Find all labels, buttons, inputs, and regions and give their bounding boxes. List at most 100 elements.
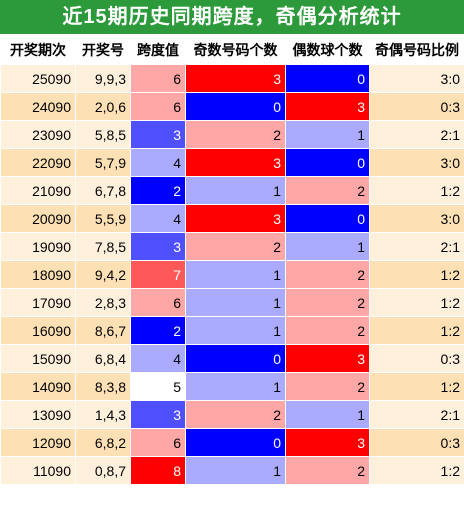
table-body: 25090 9,9,3 6 3 0 3:0 24090 2,0,6 6 0 3 0:3 23090 5,8…: [0, 64, 464, 485]
cell-period: 24090: [0, 92, 76, 121]
header-ratio: 奇偶号码比例: [369, 34, 464, 65]
cell-even-count: 1: [285, 232, 370, 261]
cell-ratio: 1:2: [369, 456, 464, 485]
stats-table: 开奖期次 开奖号 跨度值 奇数号码个数 偶数球个数 奇偶号码比例 25090 9,…: [0, 34, 464, 485]
table-row: 22090 5,7,9 4 3 0 3:0: [0, 148, 464, 177]
cell-even-count: 2: [285, 316, 370, 345]
cell-numbers: 9,9,3: [75, 64, 131, 93]
cell-period: 16090: [0, 316, 76, 345]
cell-ratio: 0:3: [369, 344, 464, 373]
cell-span: 8: [130, 456, 186, 485]
cell-period: 25090: [0, 64, 76, 93]
cell-even-count: 0: [285, 148, 370, 177]
cell-even-count: 1: [285, 400, 370, 429]
cell-period: 21090: [0, 176, 76, 205]
cell-odd-count: 3: [185, 204, 286, 233]
table-row: 11090 0,8,7 8 1 2 1:2: [0, 456, 464, 485]
cell-even-count: 0: [285, 64, 370, 93]
header-numbers: 开奖号: [75, 34, 131, 65]
cell-ratio: 1:2: [369, 372, 464, 401]
cell-odd-count: 0: [185, 428, 286, 457]
cell-period: 23090: [0, 120, 76, 149]
cell-ratio: 1:2: [369, 288, 464, 317]
cell-even-count: 2: [285, 176, 370, 205]
cell-even-count: 0: [285, 204, 370, 233]
cell-numbers: 9,4,2: [75, 260, 131, 289]
cell-ratio: 2:1: [369, 120, 464, 149]
cell-span: 2: [130, 176, 186, 205]
cell-span: 4: [130, 148, 186, 177]
cell-even-count: 3: [285, 92, 370, 121]
cell-numbers: 5,7,9: [75, 148, 131, 177]
cell-numbers: 8,6,7: [75, 316, 131, 345]
cell-period: 18090: [0, 260, 76, 289]
cell-ratio: 3:0: [369, 204, 464, 233]
cell-odd-count: 1: [185, 176, 286, 205]
cell-odd-count: 1: [185, 456, 286, 485]
header-span: 跨度值: [130, 34, 186, 65]
cell-span: 6: [130, 92, 186, 121]
header-even-count: 偶数球个数: [285, 34, 370, 65]
cell-period: 13090: [0, 400, 76, 429]
cell-ratio: 0:3: [369, 428, 464, 457]
cell-numbers: 1,4,3: [75, 400, 131, 429]
header-period: 开奖期次: [0, 34, 76, 65]
header-odd-count: 奇数号码个数: [185, 34, 286, 65]
cell-span: 5: [130, 372, 186, 401]
cell-period: 19090: [0, 232, 76, 261]
cell-period: 11090: [0, 456, 76, 485]
cell-even-count: 1: [285, 120, 370, 149]
cell-ratio: 0:3: [369, 92, 464, 121]
cell-odd-count: 0: [185, 92, 286, 121]
cell-even-count: 2: [285, 456, 370, 485]
cell-odd-count: 1: [185, 288, 286, 317]
cell-numbers: 6,8,4: [75, 344, 131, 373]
cell-span: 6: [130, 64, 186, 93]
cell-period: 22090: [0, 148, 76, 177]
cell-span: 6: [130, 428, 186, 457]
cell-ratio: 1:2: [369, 316, 464, 345]
header-row: 开奖期次 开奖号 跨度值 奇数号码个数 偶数球个数 奇偶号码比例: [0, 34, 464, 65]
cell-even-count: 2: [285, 372, 370, 401]
cell-even-count: 3: [285, 428, 370, 457]
cell-ratio: 3:0: [369, 64, 464, 93]
cell-period: 12090: [0, 428, 76, 457]
cell-numbers: 7,8,5: [75, 232, 131, 261]
cell-odd-count: 2: [185, 400, 286, 429]
table-row: 15090 6,8,4 4 0 3 0:3: [0, 344, 464, 373]
table-row: 25090 9,9,3 6 3 0 3:0: [0, 64, 464, 93]
cell-ratio: 1:2: [369, 260, 464, 289]
cell-ratio: 1:2: [369, 176, 464, 205]
cell-period: 20090: [0, 204, 76, 233]
page-title: 近15期历史同期跨度，奇偶分析统计: [0, 0, 464, 34]
cell-odd-count: 2: [185, 232, 286, 261]
cell-numbers: 2,8,3: [75, 288, 131, 317]
cell-even-count: 2: [285, 288, 370, 317]
cell-odd-count: 1: [185, 372, 286, 401]
cell-odd-count: 3: [185, 64, 286, 93]
table-row: 17090 2,8,3 6 1 2 1:2: [0, 288, 464, 317]
table-row: 18090 9,4,2 7 1 2 1:2: [0, 260, 464, 289]
cell-odd-count: 3: [185, 148, 286, 177]
cell-odd-count: 1: [185, 316, 286, 345]
table-row: 24090 2,0,6 6 0 3 0:3: [0, 92, 464, 121]
table-row: 12090 6,8,2 6 0 3 0:3: [0, 428, 464, 457]
cell-span: 7: [130, 260, 186, 289]
cell-ratio: 3:0: [369, 148, 464, 177]
table-row: 13090 1,4,3 3 2 1 2:1: [0, 400, 464, 429]
cell-ratio: 2:1: [369, 232, 464, 261]
cell-span: 3: [130, 232, 186, 261]
table-row: 21090 6,7,8 2 1 2 1:2: [0, 176, 464, 205]
cell-numbers: 5,8,5: [75, 120, 131, 149]
cell-even-count: 2: [285, 260, 370, 289]
cell-span: 4: [130, 204, 186, 233]
cell-numbers: 2,0,6: [75, 92, 131, 121]
cell-numbers: 8,3,8: [75, 372, 131, 401]
cell-period: 15090: [0, 344, 76, 373]
cell-period: 17090: [0, 288, 76, 317]
cell-numbers: 0,8,7: [75, 456, 131, 485]
cell-span: 3: [130, 120, 186, 149]
cell-span: 6: [130, 288, 186, 317]
cell-ratio: 2:1: [369, 400, 464, 429]
